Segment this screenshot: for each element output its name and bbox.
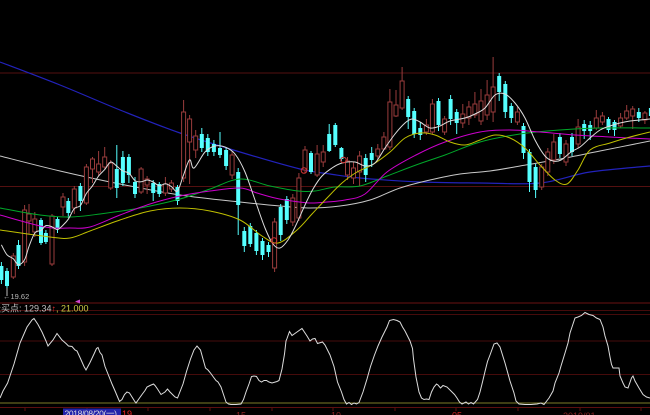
svg-text:2018/08/20(一): 2018/08/20(一): [65, 409, 118, 415]
svg-text:←19.62: ←19.62: [3, 292, 29, 301]
svg-text:19: 19: [122, 409, 132, 415]
svg-text:极买点: 129.34↑, 21.000: 极买点: 129.34↑, 21.000: [0, 303, 89, 314]
svg-text:15: 15: [236, 411, 246, 415]
svg-text:10: 10: [331, 411, 341, 415]
svg-text:2019/01: 2019/01: [563, 411, 596, 415]
svg-text:05: 05: [452, 411, 462, 415]
